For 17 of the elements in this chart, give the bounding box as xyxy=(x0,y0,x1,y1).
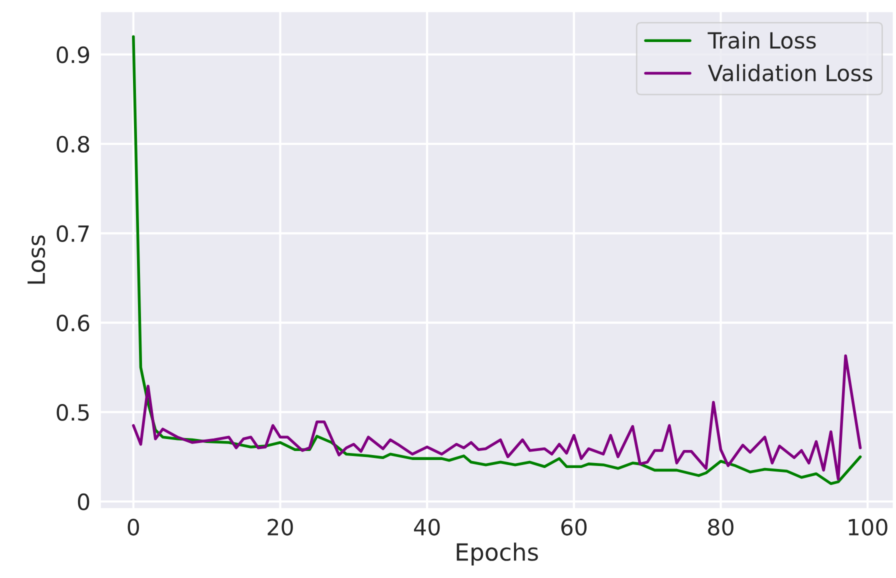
y-tick-label: 0 xyxy=(78,493,90,510)
line-series xyxy=(132,354,862,481)
y-tick-label: 0.5 xyxy=(56,404,89,421)
legend-label: Train Loss xyxy=(708,32,816,49)
x-axis-title: Epochs xyxy=(456,542,538,566)
y-tick-label: 0.7 xyxy=(56,225,89,242)
y-tick-label: 0.9 xyxy=(56,46,90,64)
x-tick-label: 80 xyxy=(708,518,734,536)
x-tick-label: 0 xyxy=(128,518,139,536)
x-tick-label: 20 xyxy=(268,518,293,536)
x-tick-label: 40 xyxy=(414,518,440,536)
y-tick-label: 0.6 xyxy=(56,314,90,332)
x-tick-label: 60 xyxy=(561,518,587,536)
legend-label: Validation Loss xyxy=(708,64,872,82)
y-axis-title: Loss xyxy=(28,235,46,284)
x-tick-label: 100 xyxy=(848,518,888,536)
y-tick-label: 0.8 xyxy=(56,136,90,153)
